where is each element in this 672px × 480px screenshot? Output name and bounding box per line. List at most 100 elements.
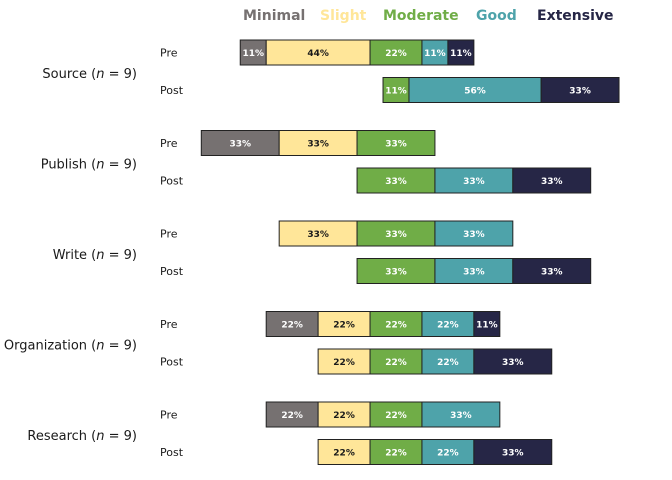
row-label: Pre (160, 228, 178, 241)
segment-label: 33% (541, 268, 563, 278)
segment-label: 22% (437, 358, 459, 368)
segment-label: 22% (281, 411, 303, 421)
segment-label: 11% (424, 49, 446, 59)
bar-row-source-pre: Pre 11% 44% 22% 11% 11% (160, 39, 475, 66)
category-write: Write (n = 9) Pre 33% 33% 33% Post 33% 33% 33% (53, 220, 592, 284)
segment-label: 33% (385, 177, 407, 187)
segment-label: 33% (229, 140, 251, 150)
bar-row-publish-pre: Pre 33% 33% 33% (160, 130, 436, 156)
segment-label: 11% (476, 321, 498, 331)
segment-label: 11% (385, 87, 407, 97)
bar-segment-slight (317, 439, 371, 465)
segment-label: 22% (333, 358, 355, 368)
bar-segment-slight (317, 311, 371, 337)
bar-segment-good (434, 167, 514, 194)
segment-label: 22% (281, 321, 303, 331)
segment-label: 22% (385, 321, 407, 331)
bar-row-organization-post: Post 22% 22% 22% 33% (160, 348, 553, 375)
legend-item-moderate: Moderate (383, 8, 459, 24)
row-label: Post (160, 446, 184, 459)
bar-row-organization-pre: Pre 22% 22% 22% 22% 11% (160, 311, 501, 337)
segment-label: 33% (307, 230, 329, 240)
segment-label: 22% (437, 321, 459, 331)
bar-row-source-post: Post 11% 56% 33% (160, 77, 620, 103)
bar-segment-moderate (369, 439, 423, 465)
bar-segment-moderate (382, 77, 410, 103)
segment-label: 33% (569, 87, 591, 97)
segment-label: 33% (385, 140, 407, 150)
bar-segment-extensive (540, 77, 620, 103)
segment-label: 33% (385, 230, 407, 240)
row-label: Pre (160, 137, 178, 150)
segment-label: 22% (437, 449, 459, 459)
bar-segment-moderate (356, 220, 436, 247)
row-label: Pre (160, 409, 178, 422)
category-source: Source (n = 9) Pre 11% 44% 22% 11% 11% Post 11% 5… (42, 39, 620, 103)
category-label: Write (n = 9) (53, 248, 137, 263)
row-label: Post (160, 356, 184, 369)
bar-row-publish-post: Post 33% 33% 33% (160, 167, 592, 194)
segment-label: 44% (307, 49, 329, 59)
bar-segment-moderate (356, 130, 436, 156)
bar-segment-slight (278, 130, 358, 156)
segment-label: 22% (333, 449, 355, 459)
segment-label: 22% (333, 411, 355, 421)
bar-segment-extensive (512, 167, 592, 194)
bar-segment-good (421, 439, 475, 465)
bar-segment-minimal (265, 311, 319, 337)
segment-label: 22% (385, 449, 407, 459)
segment-label: 33% (541, 177, 563, 187)
segment-label: 33% (463, 177, 485, 187)
bar-segment-moderate (356, 258, 436, 284)
bar-segment-slight (317, 401, 371, 428)
bar-row-write-pre: Pre 33% 33% 33% (160, 220, 514, 247)
category-label: Publish (n = 9) (41, 158, 137, 173)
legend-item-slight: Slight (320, 8, 367, 24)
category-label: Source (n = 9) (42, 67, 137, 82)
category-label: Research (n = 9) (27, 429, 137, 444)
bar-segment-good (421, 401, 501, 428)
segment-label: 33% (450, 411, 472, 421)
legend: Minimal Slight Moderate Good Extensive (243, 8, 614, 24)
segment-label: 33% (463, 268, 485, 278)
row-label: Post (160, 84, 184, 97)
chart-categories: Source (n = 9) Pre 11% 44% 22% 11% 11% Post 11% 5… (4, 39, 620, 465)
row-label: Pre (160, 318, 178, 331)
segment-label: 33% (307, 140, 329, 150)
bar-segment-extensive (473, 439, 553, 465)
bar-segment-minimal (239, 39, 267, 66)
segment-label: 22% (385, 358, 407, 368)
bar-segment-extensive (473, 348, 553, 375)
category-research: Research (n = 9) Pre 22% 22% 22% 33% Post 22% 22… (27, 401, 553, 465)
category-organization: Organization (n = 9) Pre 22% 22% 22% 22% 11% Po… (4, 311, 553, 375)
bar-segment-good (434, 258, 514, 284)
segment-label: 56% (464, 87, 486, 97)
bar-row-research-post: Post 22% 22% 22% 33% (160, 439, 553, 465)
segment-label: 33% (502, 449, 524, 459)
bar-segment-extensive (473, 311, 501, 337)
bar-segment-moderate (369, 311, 423, 337)
category-publish: Publish (n = 9) Pre 33% 33% 33% Post 33% 33% 33% (41, 130, 592, 194)
legend-item-good: Good (476, 8, 517, 24)
row-label: Post (160, 175, 184, 188)
bar-segment-good (408, 77, 542, 103)
legend-item-minimal: Minimal (243, 8, 305, 24)
bar-segment-slight (265, 39, 371, 66)
segment-label: 33% (502, 358, 524, 368)
segment-label: 22% (385, 411, 407, 421)
legend-item-extensive: Extensive (537, 8, 614, 24)
segment-label: 33% (463, 230, 485, 240)
category-label: Organization (n = 9) (4, 339, 137, 354)
bar-segment-extensive (447, 39, 475, 66)
segment-label: 11% (242, 49, 264, 59)
bar-segment-moderate (369, 348, 423, 375)
segment-label: 33% (385, 268, 407, 278)
bar-segment-moderate (356, 167, 436, 194)
bar-row-research-pre: Pre 22% 22% 22% 33% (160, 401, 501, 428)
bar-segment-moderate (369, 39, 423, 66)
row-label: Pre (160, 47, 178, 60)
bar-segment-extensive (512, 258, 592, 284)
segment-label: 22% (333, 321, 355, 331)
row-label: Post (160, 265, 184, 278)
